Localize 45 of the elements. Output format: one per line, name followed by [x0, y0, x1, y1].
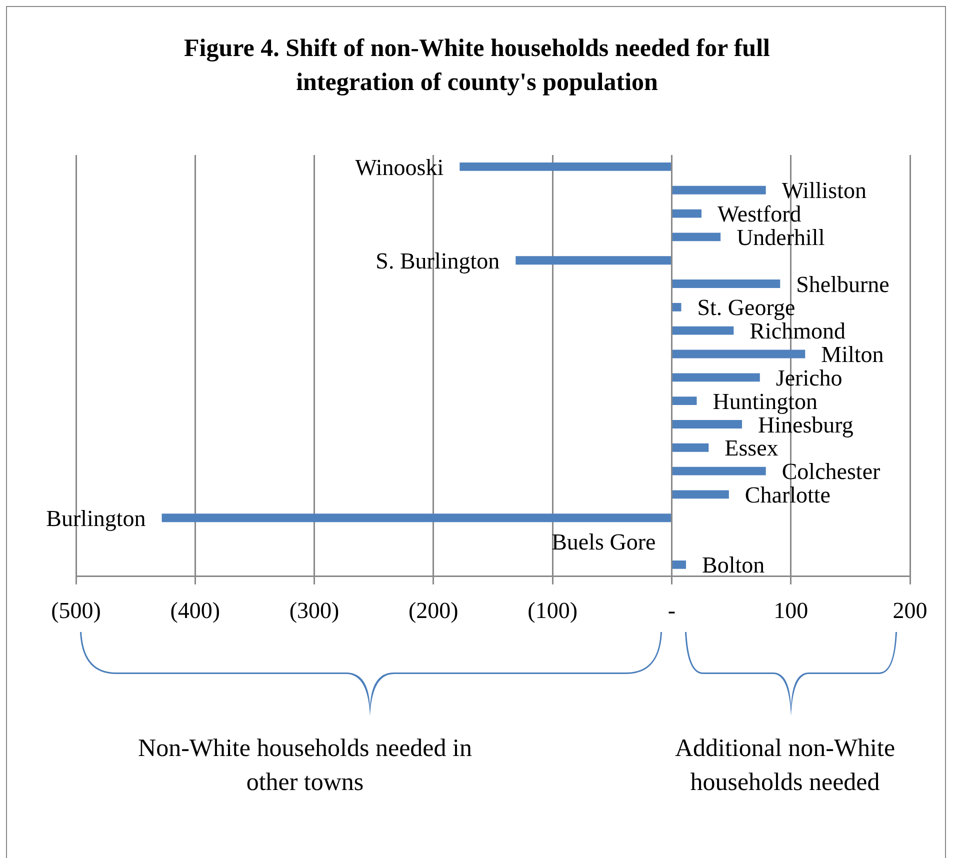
bar [672, 186, 766, 194]
y-tick-label: St. George [697, 295, 796, 320]
bar [672, 232, 721, 242]
bar [672, 490, 729, 499]
x-tick-label: (200) [408, 598, 458, 624]
bar [672, 443, 709, 452]
x-tick-label: (400) [170, 598, 220, 624]
chart-title: Figure 4. Shift of non-White households needed for full integration of county's population [183, 34, 771, 98]
bar [460, 162, 671, 171]
text: Additional non-White households needed [674, 734, 896, 798]
y-tick-label: Williston [782, 178, 868, 204]
bar [672, 350, 806, 358]
bar [162, 514, 671, 522]
bar [672, 280, 780, 288]
y-tick-label: Westford [718, 202, 802, 227]
y-tick-label: Burlington [46, 506, 146, 531]
y-tick-label: Richmond [750, 318, 846, 344]
y-tick-label: Bolton [702, 552, 766, 578]
y-tick-label: Buels Gore [552, 529, 656, 554]
y-tick-label: Charlotte [744, 482, 830, 508]
bar [672, 466, 766, 476]
y-tick-label: Winooski [355, 154, 444, 180]
y-tick-label: Huntington [712, 388, 818, 414]
x-tick-label: 200 [892, 598, 928, 624]
bar [672, 420, 742, 428]
y-tick-label: Underhill [736, 224, 825, 250]
bar [672, 326, 734, 335]
y-tick-label: Essex [724, 436, 779, 461]
x-tick-label: 100 [774, 598, 808, 624]
bar [672, 396, 697, 406]
x-tick-label: - [668, 598, 676, 624]
bar [672, 373, 760, 382]
y-tick-label: Milton [821, 342, 884, 368]
x-tick-label: (500) [51, 598, 101, 624]
x-tick-label: (100) [528, 598, 578, 624]
bar [516, 256, 671, 265]
y-tick-label: Jericho [776, 365, 842, 390]
y-tick-label: Shelburne [796, 272, 890, 297]
bar [672, 209, 702, 218]
text: Non-White households needed in other towns [137, 734, 473, 798]
y-tick-label: S. Burlington [376, 248, 500, 274]
x-tick-label: (300) [289, 598, 340, 624]
bar [672, 560, 686, 569]
y-tick-label: Colchester [782, 459, 881, 484]
bar [672, 302, 682, 312]
